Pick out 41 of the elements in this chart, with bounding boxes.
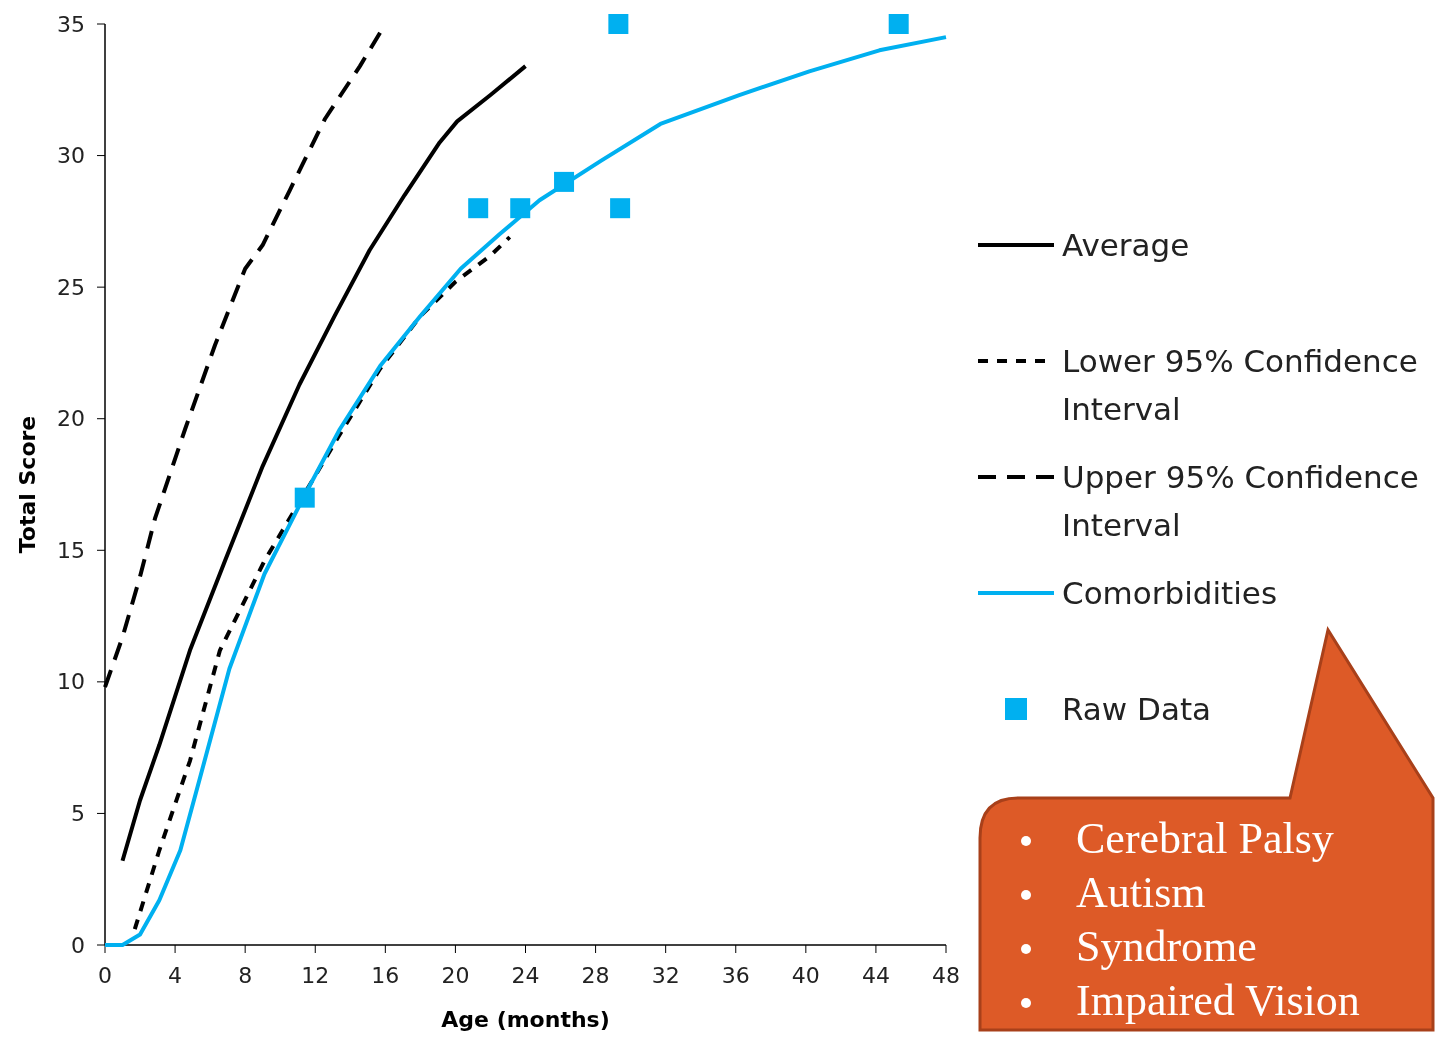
legend-label: Comorbidities [1062,575,1278,611]
legend-label: Lower 95% Confidence Interval [1062,343,1418,428]
point [468,198,489,219]
point [888,14,909,34]
x-tick-label: 44 [861,963,890,988]
y-tick-label: 35 [57,11,85,37]
legend-label: Upper 95% Confidence Interval [1062,459,1419,544]
point [554,171,575,192]
x-tick-label: 36 [721,963,750,988]
text: Impaired Vision [1076,976,1360,1025]
x-tick-label: 28 [581,963,610,988]
x-tick-label: 40 [791,963,820,988]
y-tick-label: 20 [57,406,85,432]
point [608,14,629,34]
x-axis-title: Age (months) [441,1007,610,1032]
point [294,487,315,508]
y-tick-label: 30 [57,143,85,169]
y-tick-label: 10 [57,669,85,695]
x-tick-label: 24 [511,963,540,988]
line-series [132,235,512,932]
legend-label: Average [1062,227,1190,263]
x-tick-label: 20 [441,963,470,988]
point [510,198,531,219]
y-tick-label: 5 [71,800,85,826]
line-series [120,64,528,863]
y-axis-title: Total Score [15,415,40,554]
text: Cerebral Palsy [1076,814,1334,863]
x-tick-label: 12 [301,963,330,988]
point [610,198,631,219]
legend-label: Raw Data [1062,691,1212,727]
x-tick-label: 8 [238,963,253,988]
y-tick-label: 25 [57,274,85,300]
text: Syndrome [1076,922,1257,971]
x-tick-label: 32 [651,963,680,988]
y-tick-label: 15 [57,537,85,563]
x-tick-label: 48 [932,963,960,988]
text: Autism [1076,868,1206,917]
x-tick-label: 0 [98,963,112,988]
x-tick-label: 4 [168,963,183,988]
y-tick-label: 0 [71,932,85,958]
x-tick-label: 16 [371,963,400,988]
